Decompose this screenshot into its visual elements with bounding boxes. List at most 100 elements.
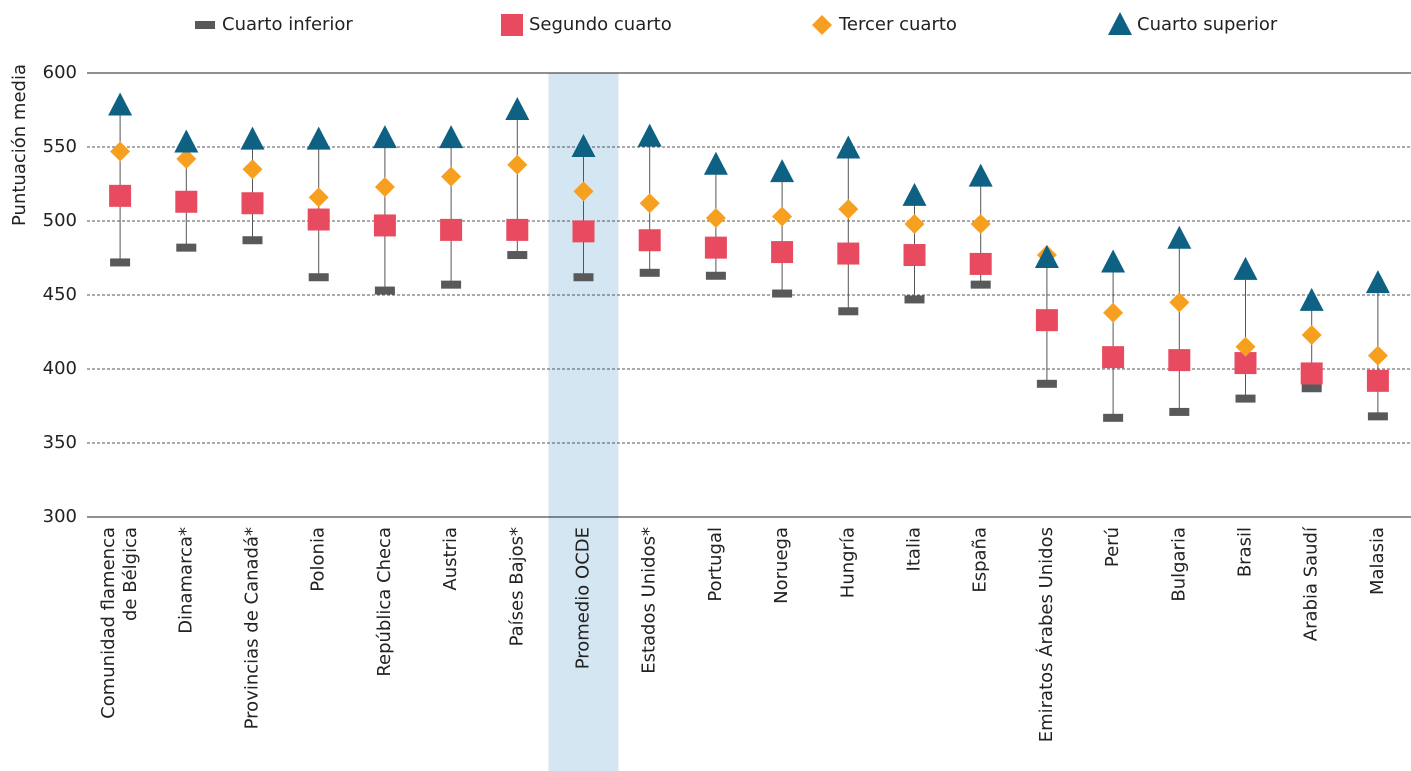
x-tick-label: de Bélgica — [120, 527, 141, 621]
marker-dash — [110, 258, 131, 267]
x-tick-label: Bulgaria — [1168, 527, 1189, 602]
legend-label: Segundo cuarto — [529, 14, 672, 35]
marker-diamond — [573, 181, 594, 202]
x-tick-label: Italia — [904, 527, 925, 571]
marker-diamond — [110, 141, 131, 162]
marker-diamond — [772, 206, 793, 227]
legend-item: Tercer cuarto — [812, 14, 957, 35]
marker-triangle — [439, 125, 464, 149]
marker-diamond — [1301, 324, 1322, 345]
legend-label: Cuarto superior — [1137, 14, 1278, 35]
marker-square — [175, 190, 198, 213]
marker-triangle — [372, 125, 397, 149]
marker-triangle — [505, 97, 530, 120]
marker-square — [572, 220, 595, 243]
y-tick-label: 400 — [43, 358, 77, 379]
marker-dash — [1235, 394, 1256, 403]
marker-square — [771, 241, 794, 264]
x-tick-label: Comunidad flamenca — [98, 527, 119, 719]
legend-item: Cuarto inferior — [195, 14, 353, 35]
marker-triangle — [902, 182, 927, 206]
marker-square — [307, 208, 330, 231]
marker-square — [903, 244, 926, 267]
x-tick-label: España — [970, 527, 991, 593]
marker-dash — [1103, 413, 1124, 422]
marker-triangle — [836, 135, 861, 159]
y-tick-label: 300 — [43, 506, 77, 527]
marker-triangle — [108, 92, 133, 116]
x-tick-label: Promedio OCDE — [573, 527, 594, 669]
x-tick-label: Arabia Saudí — [1301, 526, 1322, 641]
marker-triangle — [174, 129, 199, 153]
marker-triangle — [571, 134, 596, 157]
y-axis-label: Puntuación media — [9, 64, 30, 226]
marker-diamond — [308, 187, 329, 208]
marker-triangle — [306, 126, 331, 150]
marker-diamond — [374, 176, 395, 197]
y-tick-label: 350 — [43, 432, 77, 453]
x-tick-label: Países Bajos* — [506, 527, 527, 646]
marker-triangle — [1299, 287, 1324, 311]
marker-square — [109, 184, 132, 207]
marker-diamond — [1235, 336, 1256, 357]
legend-label: Cuarto inferior — [222, 14, 353, 35]
marker-square — [373, 214, 396, 237]
marker-diamond — [441, 166, 462, 187]
marker-triangle — [1365, 270, 1390, 294]
marker-square — [1035, 309, 1058, 332]
marker-dash — [441, 280, 462, 289]
legend-marker — [501, 14, 523, 36]
marker-square — [704, 236, 727, 259]
marker-diamond — [705, 208, 726, 229]
legend-item: Cuarto superior — [1108, 12, 1278, 35]
marker-triangle — [1233, 256, 1258, 280]
marker-dash — [1036, 379, 1057, 388]
marker-dash — [705, 271, 726, 280]
x-tick-label: Dinamarca* — [175, 527, 196, 634]
y-tick-label: 550 — [43, 136, 77, 157]
marker-triangle — [1167, 225, 1192, 249]
x-tick-label: Hungría — [837, 527, 858, 598]
marker-diamond — [507, 154, 528, 175]
marker-square — [638, 229, 661, 252]
marker-dash — [374, 286, 395, 295]
x-tick-label: Emiratos Árabes Unidos — [1035, 527, 1057, 742]
marker-triangle — [240, 126, 265, 150]
legend-label: Tercer cuarto — [838, 14, 957, 35]
marker-dash — [970, 280, 991, 289]
marker-square — [506, 218, 529, 241]
marker-square — [241, 192, 264, 215]
legend-marker — [812, 15, 832, 35]
marker-dash — [838, 307, 859, 316]
y-tick-label: 450 — [43, 284, 77, 305]
y-tick-label: 500 — [43, 210, 77, 231]
marker-triangle — [1034, 245, 1059, 268]
marker-dash — [639, 268, 660, 277]
marker-diamond — [242, 159, 263, 180]
x-tick-label: Portugal — [705, 527, 726, 602]
x-tick-label: Malasia — [1367, 527, 1388, 595]
x-tick-label: Noruega — [771, 527, 792, 604]
marker-diamond — [1169, 292, 1190, 313]
marker-diamond — [639, 193, 660, 214]
marker-square — [1366, 369, 1389, 392]
marker-dash — [1367, 412, 1388, 421]
x-tick-label: Polonia — [308, 527, 329, 592]
x-tick-label: Austria — [440, 527, 461, 591]
marker-triangle — [703, 151, 728, 175]
marker-dash — [308, 273, 329, 282]
legend-item: Segundo cuarto — [501, 14, 672, 36]
x-tick-label: República Checa — [374, 527, 395, 677]
marker-dash — [176, 243, 197, 252]
marker-dash — [507, 251, 528, 260]
marker-triangle — [968, 163, 993, 187]
marker-square — [1102, 346, 1125, 369]
marker-dash — [573, 273, 594, 282]
y-tick-label: 600 — [43, 62, 77, 83]
marker-square — [1168, 349, 1191, 372]
x-tick-label: Brasil — [1235, 527, 1256, 577]
marker-square — [837, 242, 860, 265]
x-tick-label: Estados Unidos* — [639, 527, 660, 674]
marker-dash — [904, 295, 925, 304]
